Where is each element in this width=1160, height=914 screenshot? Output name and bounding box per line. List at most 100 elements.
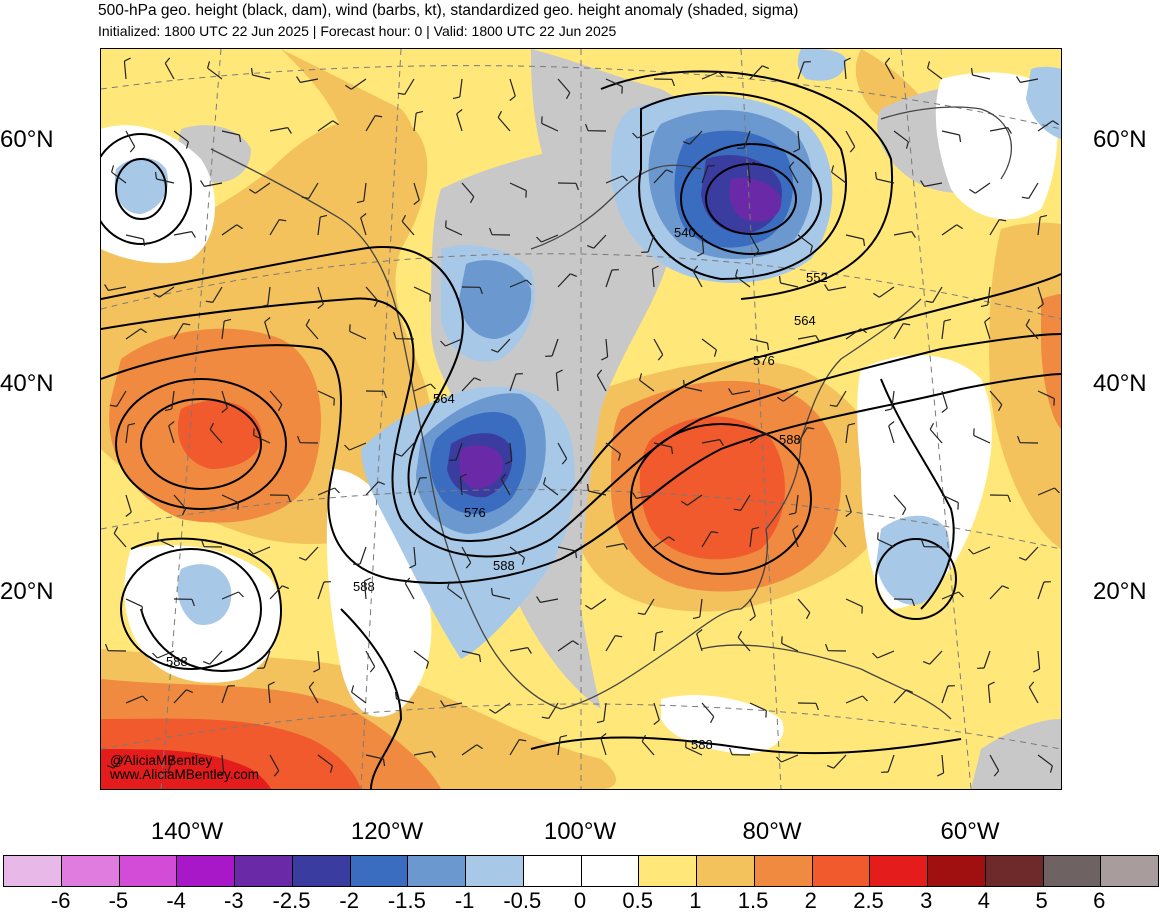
- wind-barb-flag: [282, 586, 289, 589]
- wind-barb-flag: [126, 512, 132, 516]
- wind-barb-flag: [825, 285, 829, 291]
- wind-barb: [738, 637, 750, 651]
- wind-barb: [606, 636, 615, 651]
- wind-barb-flag: [114, 527, 117, 533]
- wind-barb: [834, 755, 846, 768]
- wind-barb: [928, 68, 942, 79]
- colorbar-swatch: [928, 856, 986, 886]
- wind-barb-flag: [738, 631, 741, 637]
- wind-barb-flag: [832, 165, 834, 172]
- wind-barb: [1029, 687, 1038, 703]
- lat-label-left: 20°N: [0, 578, 54, 606]
- wind-barb-flag: [528, 648, 532, 654]
- wind-barb: [318, 582, 324, 599]
- wind-barb-flag: [1002, 586, 1009, 589]
- wind-barb: [894, 232, 912, 235]
- wind-barb: [351, 79, 366, 89]
- wind-barb: [510, 648, 528, 651]
- colorbar-tick-label: 6: [1093, 888, 1105, 914]
- wind-barb-flag: [885, 58, 889, 63]
- colorbar-swatch: [986, 856, 1044, 886]
- wind-barb-flag: [510, 96, 516, 100]
- wind-barb: [549, 703, 558, 718]
- wind-barb: [495, 703, 510, 713]
- wind-barb: [253, 75, 271, 79]
- lon-label: 60°W: [941, 818, 1000, 846]
- wind-barb-flag: [560, 735, 567, 737]
- wind-barb-flag: [656, 631, 663, 633]
- wind-barb: [405, 79, 414, 94]
- colorbar-swatch: [466, 856, 524, 886]
- wind-barb-flag: [1029, 682, 1033, 687]
- wind-barb-flag: [615, 636, 622, 637]
- wind-barb: [781, 283, 799, 287]
- wind-barb: [124, 61, 126, 79]
- colorbar-swatch: [813, 856, 871, 886]
- wind-barb-flag: [873, 293, 879, 297]
- wind-barb-flag: [252, 68, 253, 75]
- wind-barb-flag: [903, 324, 910, 325]
- colorbar-swatch: [351, 856, 409, 886]
- wind-barb: [942, 755, 944, 773]
- colorbar-swatch: [62, 856, 120, 886]
- wind-barb: [697, 634, 702, 651]
- wind-barb: [126, 495, 131, 512]
- wind-barb: [894, 690, 906, 703]
- wind-barb-flag: [873, 653, 878, 658]
- wind-barb: [798, 336, 816, 339]
- wind-barb-flag: [863, 696, 868, 701]
- wind-barb: [990, 586, 1002, 599]
- wind-barb-flag: [1019, 558, 1025, 561]
- wind-barb: [832, 172, 846, 183]
- wind-barb-flag: [480, 655, 481, 662]
- wind-barb: [253, 547, 270, 554]
- wind-barb: [270, 128, 288, 131]
- wind-barb: [930, 651, 942, 664]
- colorbar-tick-label: 0: [574, 888, 586, 914]
- wind-barb-flag: [807, 613, 810, 619]
- wind-barb: [1038, 651, 1040, 669]
- wind-barb-flag: [969, 549, 974, 554]
- map-panel[interactable]: 540 552 564 576 588 564 576 588 588 588 …: [100, 48, 1062, 790]
- contour-label: 588: [779, 432, 801, 447]
- wind-barb-flag: [431, 384, 436, 389]
- wind-barb: [1026, 547, 1038, 560]
- wind-barb: [798, 599, 810, 613]
- wind-barb: [877, 651, 894, 658]
- colorbar-tick-label: -5: [109, 888, 129, 914]
- wind-barb-flag: [816, 336, 820, 342]
- wind-barb: [165, 63, 174, 79]
- wind-barb: [601, 738, 606, 755]
- wind-barb-flag: [715, 350, 717, 357]
- contour-label: 588: [691, 737, 713, 752]
- colorbar: [3, 855, 1159, 887]
- wind-barb-flag: [827, 766, 834, 769]
- lon-label: 140°W: [151, 818, 223, 846]
- wind-barb: [933, 287, 942, 302]
- wind-barb-flag: [959, 592, 964, 597]
- contour-label: 540: [674, 225, 696, 240]
- wind-barb: [702, 339, 716, 350]
- map-title: 500-hPa geo. height (black, dam), wind (…: [98, 2, 798, 20]
- wind-barb-flag: [1040, 215, 1047, 217]
- lon-label: 80°W: [743, 818, 802, 846]
- wind-barb-flag: [585, 605, 591, 609]
- colorbar-swatch: [235, 856, 293, 886]
- wind-barb-flag: [208, 61, 210, 68]
- colorbar-swatch: [1044, 856, 1102, 886]
- lat-label-right: 40°N: [1093, 370, 1147, 398]
- wind-barb-flag: [498, 111, 501, 117]
- wind-barb-flag: [981, 305, 988, 307]
- contour-label: 576: [753, 353, 775, 368]
- colorbar-tick-label: 2: [805, 888, 817, 914]
- wind-barb: [208, 68, 222, 79]
- wind-barb-flag: [333, 121, 339, 125]
- wind-barb: [846, 235, 864, 239]
- wind-barb: [828, 287, 846, 290]
- wind-barb: [846, 599, 862, 607]
- wind-barb-flag: [654, 720, 660, 724]
- wind-barb: [414, 287, 430, 295]
- gray-region-se: [971, 719, 1061, 789]
- wind-barb-flag: [165, 58, 169, 63]
- wind-barb: [846, 696, 863, 703]
